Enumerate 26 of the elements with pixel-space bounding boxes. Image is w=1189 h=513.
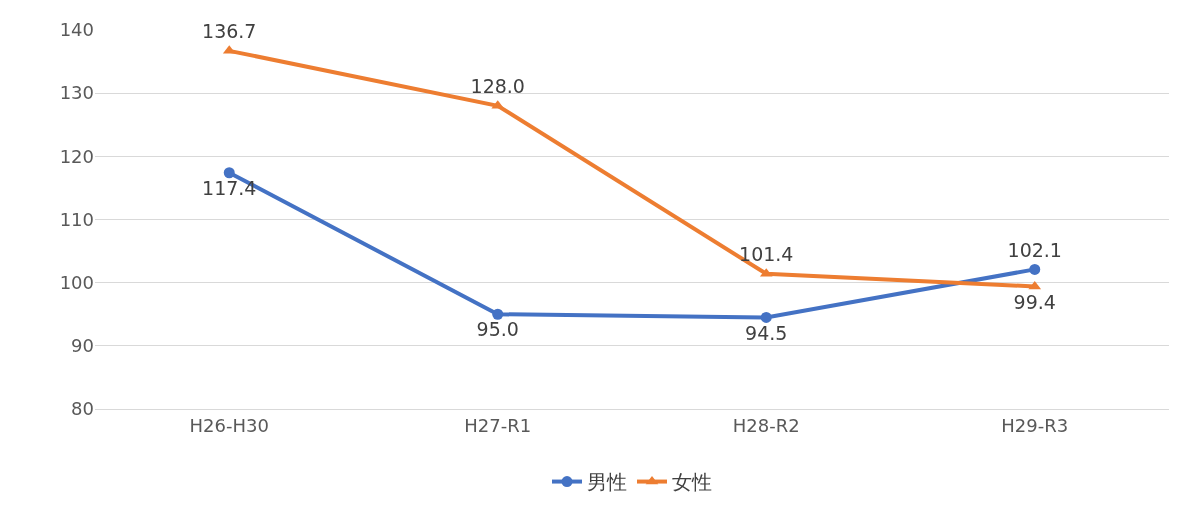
data-label: 136.7	[202, 20, 257, 43]
point	[492, 308, 504, 320]
y-tick-label: 110	[59, 208, 94, 230]
y-tick-label: 140	[59, 19, 94, 41]
x-tick-label: H28-R2	[732, 414, 800, 436]
data-label: 95.0	[476, 318, 519, 341]
legend-label: 女性	[672, 470, 712, 495]
data-label: 94.5	[745, 321, 788, 344]
point	[223, 167, 235, 179]
y-tick-label: 90	[71, 335, 94, 357]
data-label: 101.4	[739, 243, 794, 266]
data-label: 99.4	[1013, 290, 1056, 313]
y-tick-label: 80	[71, 398, 94, 420]
y-tick-label: 120	[59, 145, 94, 167]
y-tick-label: 130	[59, 82, 94, 104]
x-tick-label: H27-R1	[464, 414, 532, 436]
x-tick-label: H29-R3	[1001, 414, 1069, 436]
y-tick-label: 100	[59, 271, 94, 293]
data-label: 102.1	[1007, 238, 1062, 261]
legend-label: 男性	[587, 470, 627, 495]
x-tick-label: H26-H30	[189, 414, 269, 436]
point	[760, 311, 772, 323]
data-label: 117.4	[202, 176, 257, 199]
point	[1029, 263, 1041, 275]
data-label: 128.0	[470, 75, 525, 98]
point	[1028, 280, 1042, 290]
